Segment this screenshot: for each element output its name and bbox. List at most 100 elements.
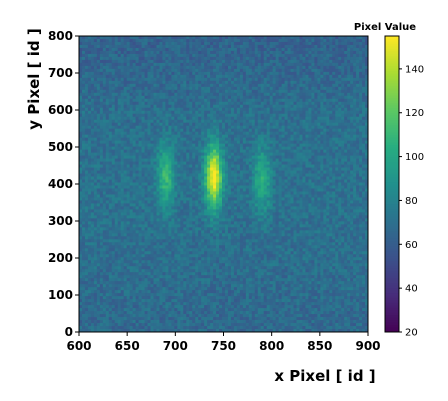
- heatmap-cell: [207, 134, 211, 139]
- heatmap-cell: [284, 179, 288, 183]
- heatmap-cell: [156, 65, 160, 70]
- heatmap-cell: [81, 179, 86, 183]
- heatmap-cell: [263, 71, 268, 76]
- heatmap-cell: [87, 56, 92, 61]
- heatmap-cell: [207, 173, 211, 177]
- heatmap-cell: [135, 158, 139, 162]
- heatmap-cell: [210, 131, 214, 136]
- heatmap-cell: [311, 119, 315, 124]
- heatmap-cell: [278, 161, 282, 165]
- heatmap-cell: [275, 107, 280, 112]
- heatmap-cell: [195, 89, 199, 94]
- heatmap-cell: [305, 116, 309, 121]
- heatmap-cell: [236, 128, 241, 133]
- heatmap-cell: [290, 113, 294, 118]
- heatmap-cell: [165, 53, 169, 58]
- heatmap-cell: [114, 83, 119, 88]
- heatmap-cell: [302, 164, 306, 168]
- heatmap-cell: [305, 176, 309, 180]
- heatmap-cell: [281, 131, 285, 136]
- heatmap-cell: [260, 36, 265, 40]
- heatmap-cell: [335, 137, 339, 142]
- heatmap-cell: [230, 95, 235, 100]
- heatmap-cell: [260, 83, 265, 88]
- heatmap-cell: [332, 185, 336, 189]
- heatmap-cell: [105, 170, 110, 174]
- heatmap-cell: [293, 74, 297, 79]
- heatmap-cell: [224, 68, 229, 73]
- heatmap-cell: [159, 164, 163, 168]
- heatmap-cell: [359, 173, 363, 177]
- heatmap-cell: [233, 92, 238, 97]
- heatmap-cell: [233, 152, 238, 156]
- heatmap-cell: [120, 89, 125, 94]
- heatmap-cell: [287, 134, 291, 139]
- heatmap-cell: [117, 161, 122, 165]
- heatmap-cell: [111, 161, 116, 165]
- heatmap-cell: [204, 65, 208, 70]
- heatmap-cell: [81, 113, 86, 118]
- heatmap-cell: [87, 47, 92, 52]
- heatmap-cell: [87, 71, 92, 76]
- heatmap-cell: [227, 89, 232, 94]
- heatmap-cell: [201, 170, 205, 174]
- heatmap-cell: [171, 80, 175, 85]
- heatmap-cell: [117, 92, 122, 97]
- heatmap-cell: [290, 38, 294, 43]
- heatmap-cell: [308, 38, 312, 43]
- heatmap-cell: [266, 83, 271, 88]
- heatmap-cell: [219, 44, 223, 49]
- heatmap-cell: [329, 143, 333, 148]
- heatmap-cell: [144, 50, 148, 55]
- heatmap-cell: [138, 80, 142, 85]
- heatmap-cell: [174, 128, 178, 133]
- heatmap-cell: [216, 188, 220, 192]
- heatmap-cell: [162, 92, 166, 97]
- heatmap-cell: [195, 185, 199, 189]
- heatmap-cell: [329, 89, 333, 94]
- heatmap-cell: [105, 59, 110, 64]
- heatmap-cell: [159, 110, 163, 115]
- heatmap-cell: [281, 179, 285, 183]
- heatmap-cell: [260, 44, 265, 49]
- heatmap-cell: [227, 47, 232, 52]
- heatmap-cell: [296, 41, 300, 46]
- heatmap-cell: [171, 104, 175, 109]
- heatmap-cell: [332, 107, 336, 112]
- heatmap-cell: [177, 176, 181, 180]
- heatmap-cell: [260, 101, 265, 106]
- heatmap-cell: [150, 185, 154, 189]
- heatmap-cell: [174, 110, 178, 115]
- heatmap-cell: [245, 50, 250, 55]
- heatmap-cell: [222, 80, 226, 85]
- heatmap-cell: [359, 149, 363, 154]
- heatmap-cell: [224, 80, 229, 85]
- heatmap-cell: [338, 50, 342, 55]
- heatmap-cell: [216, 137, 220, 142]
- heatmap-cell: [302, 38, 306, 43]
- heatmap-cell: [302, 62, 306, 67]
- heatmap-cell: [117, 110, 122, 115]
- heatmap-cell: [356, 164, 360, 168]
- heatmap-cell: [147, 140, 151, 145]
- heatmap-cell: [245, 83, 250, 88]
- heatmap-cell: [233, 41, 238, 46]
- heatmap-cell: [359, 110, 363, 115]
- heatmap-cell: [245, 98, 250, 103]
- heatmap-cell: [153, 98, 157, 103]
- heatmap-cell: [141, 38, 145, 43]
- heatmap-cell: [272, 95, 277, 100]
- heatmap-cell: [353, 152, 357, 156]
- heatmap-cell: [242, 149, 247, 154]
- heatmap-cell: [332, 122, 336, 127]
- heatmap-cell: [165, 89, 169, 94]
- heatmap-cell: [105, 98, 110, 103]
- heatmap-cell: [227, 113, 232, 118]
- heatmap-cell: [278, 131, 282, 136]
- heatmap-cell: [335, 86, 339, 91]
- heatmap-cell: [204, 47, 208, 52]
- heatmap-cell: [335, 44, 339, 49]
- heatmap-cell: [195, 152, 199, 156]
- heatmap-cell: [242, 164, 247, 168]
- heatmap-image: [79, 36, 369, 333]
